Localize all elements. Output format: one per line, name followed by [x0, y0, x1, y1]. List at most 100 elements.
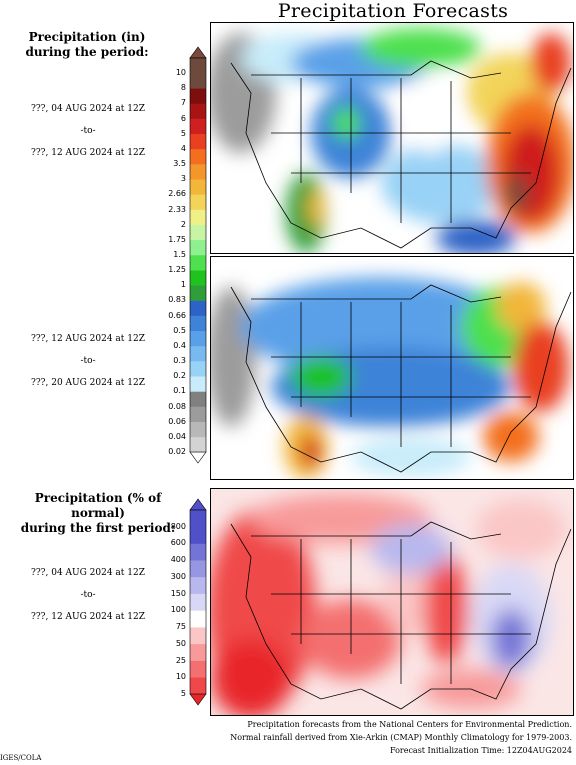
colorbar-tick-label: 150	[170, 588, 186, 598]
footer-line: Normal rainfall derived from Xie-Arkin (…	[230, 733, 572, 742]
colorbar-segment	[190, 255, 206, 271]
heading-line: Precipitation (% of normal)	[34, 491, 162, 520]
colorbar-segment	[190, 543, 206, 561]
credit-label: IGES/COLA	[0, 754, 42, 762]
colorbar-tick-label: 1.5	[173, 250, 186, 259]
colorbar-tick-label: 600	[170, 538, 186, 548]
colorbar-segment	[190, 224, 206, 241]
colorbar-segment	[190, 660, 206, 678]
colorbar-tick-label: 1.25	[168, 265, 186, 275]
colorbar-segment	[190, 391, 206, 407]
colorbar-tick-label: 0.02	[168, 447, 186, 456]
map-percent-normal	[210, 488, 574, 716]
colorbar-segment	[190, 526, 206, 544]
period-to: -to-	[80, 126, 96, 136]
colorbar-tick-label: 800	[170, 521, 186, 531]
colorbar-frame	[189, 57, 207, 453]
colorbar-segment	[190, 118, 206, 135]
period-end: ???, 12 AUG 2024 at 12Z	[31, 612, 145, 622]
heading-line: during the first period:	[20, 521, 176, 535]
map-borders	[230, 60, 572, 249]
map-precip-period1	[210, 22, 574, 254]
colorbar-segment	[190, 58, 206, 74]
colorbar-segment	[190, 436, 206, 453]
colorbar-tick-label: 2.33	[168, 204, 186, 214]
colorbar-segment	[190, 179, 206, 195]
colorbar-tick-label: 1.75	[168, 234, 186, 244]
colorbar-segment	[190, 643, 206, 661]
colorbar-tick-label: 0.3	[173, 356, 186, 366]
colorbar-segment	[190, 627, 206, 645]
colorbar-tick-label: 0.06	[168, 416, 186, 426]
period-start: ???, 04 AUG 2024 at 12Z	[31, 104, 145, 114]
colorbar-segment	[190, 330, 206, 347]
colorbar-tick-label: 0.08	[168, 401, 186, 411]
panel-heading-percent: Precipitation (% of normal) during the f…	[6, 491, 190, 536]
footer-line: Forecast Initialization Time: 12Z04AUG20…	[389, 746, 572, 755]
colorbar-tick-label: 25	[175, 655, 186, 665]
colorbar-segment	[190, 285, 206, 301]
colorbar-tick-label: 7	[180, 98, 186, 108]
colorbar-tick-label: 2.66	[168, 189, 186, 199]
colorbar-tick-label: 4	[180, 143, 186, 153]
colorbar-tick-label: 3	[180, 174, 186, 184]
colorbar-tick-label: 0.1	[173, 386, 186, 396]
colorbar-tick-label: 0.5	[173, 325, 186, 335]
colorbar-segment	[190, 361, 206, 377]
panel-heading-inches: Precipitation (in) during the period:	[22, 30, 152, 60]
colorbar-inches	[189, 46, 207, 464]
colorbar-tick-label: 2	[180, 219, 186, 229]
colorbar-segment	[190, 270, 206, 286]
colorbar-tick-label: 400	[170, 555, 186, 565]
heading-line: during the period:	[25, 45, 149, 59]
colorbar-segment	[190, 148, 206, 165]
colorbar-tick-label: 0.2	[173, 371, 186, 381]
colorbar-tick-label: 1	[180, 280, 186, 290]
colorbar-segment	[190, 610, 206, 628]
colorbar-frame	[189, 509, 207, 695]
colorbar-tick-label: 8	[180, 83, 186, 93]
colorbar-bottom-arrow	[189, 693, 207, 706]
map-precip-period2	[210, 256, 574, 480]
colorbar-tick-label: 10	[175, 68, 186, 78]
colorbar-segment	[190, 209, 206, 225]
map-borders	[230, 521, 572, 710]
colorbar-tick-label: 75	[175, 622, 186, 632]
colorbar-tick-label: 0.04	[168, 431, 186, 441]
colorbar-tick-label: 5	[180, 128, 186, 138]
precip-heatmap-period1	[211, 23, 573, 253]
period-start: ???, 04 AUG 2024 at 12Z	[31, 568, 145, 578]
colorbar-tick-label: 50	[175, 638, 186, 648]
colorbar-segment	[190, 421, 206, 438]
colorbar-tick-label: 0.4	[173, 340, 186, 350]
colorbar-segment	[190, 345, 206, 362]
colorbar-tick-label: 100	[170, 605, 186, 615]
colorbar-tick-label: 10	[175, 672, 186, 682]
colorbar-segment	[190, 677, 206, 695]
footer-line: Precipitation forecasts from the Nationa…	[247, 720, 572, 729]
chart-title: Precipitation Forecasts	[277, 0, 509, 22]
colorbar-tick-label: 300	[170, 571, 186, 581]
colorbar-segment	[190, 103, 206, 119]
period-end: ???, 20 AUG 2024 at 12Z	[31, 378, 145, 388]
colorbar-tick-label: 0.83	[168, 295, 186, 305]
colorbar-segment	[190, 593, 206, 611]
period-start: ???, 12 AUG 2024 at 12Z	[31, 334, 145, 344]
percent-normal-heatmap	[211, 489, 573, 715]
colorbar-percent	[189, 498, 207, 706]
colorbar-segment	[190, 164, 206, 180]
colorbar-segment	[190, 510, 206, 528]
colorbar-segment	[190, 194, 206, 210]
heading-line: Precipitation (in)	[28, 30, 146, 44]
colorbar-top-arrow	[189, 46, 207, 59]
colorbar-segment	[190, 300, 206, 316]
colorbar-tick-label: 6	[180, 113, 186, 123]
period-to: -to-	[80, 356, 96, 366]
colorbar-segment	[190, 133, 206, 150]
colorbar-segment	[190, 560, 206, 578]
period-to: -to-	[80, 590, 96, 600]
colorbar-segment	[190, 315, 206, 332]
colorbar-tick-label: 0.66	[168, 310, 186, 320]
precip-heatmap-period2	[211, 257, 573, 479]
colorbar-segment	[190, 88, 206, 104]
